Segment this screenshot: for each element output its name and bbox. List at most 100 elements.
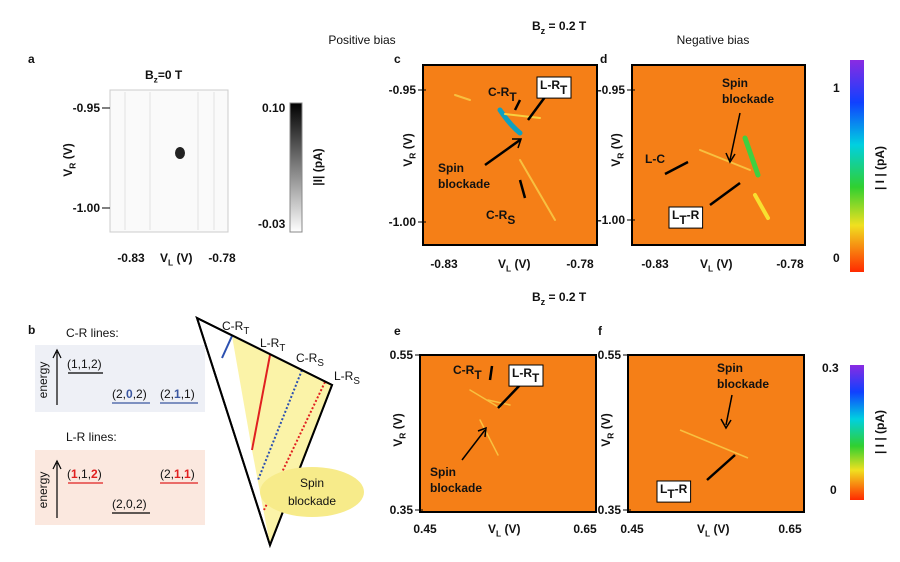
text-part: C-R xyxy=(222,319,244,333)
text-part: 1 xyxy=(71,467,78,481)
line-label: L-RT xyxy=(260,336,285,354)
text-part: R xyxy=(398,433,408,439)
text-part: z xyxy=(541,297,546,307)
annotation: C-RT xyxy=(453,363,482,382)
state-label: (2,0,2) xyxy=(112,497,147,511)
box-title: L-R lines: xyxy=(66,430,117,444)
triangle-lines xyxy=(221,335,326,511)
y-axis-label: VR (V) xyxy=(391,413,408,446)
text-part: T xyxy=(667,487,675,501)
colorbar-d xyxy=(850,60,864,272)
text-part: V xyxy=(498,257,506,271)
map-c-features xyxy=(454,94,556,221)
colorbar-a xyxy=(289,102,303,233)
colorbar-title: |I| (pA) xyxy=(311,148,325,185)
map-a xyxy=(109,89,229,233)
text-part: L-R xyxy=(260,336,280,350)
panel-label: c xyxy=(394,52,401,66)
annotation: blockade xyxy=(430,481,482,495)
label-box xyxy=(668,206,704,229)
text-part: 2 xyxy=(91,467,98,481)
text-part: ,2) xyxy=(133,387,147,401)
text-part: z xyxy=(541,26,546,36)
text-part: , xyxy=(181,467,184,481)
x-axis-label: VL (V) xyxy=(160,251,192,268)
y-tick-label: 0.35 xyxy=(598,503,622,517)
map-spot xyxy=(175,147,185,159)
text-part: V xyxy=(599,439,613,447)
energy-arrows xyxy=(52,348,62,518)
label-box xyxy=(536,76,572,99)
annotation: Spin xyxy=(430,465,456,479)
text-part: V xyxy=(609,159,623,167)
bubble-text: blockade xyxy=(288,494,336,508)
x-tick-label: -0.83 xyxy=(430,257,458,271)
y-axis-label: VR (V) xyxy=(599,413,616,446)
y-tick-label: 0.35 xyxy=(390,503,414,517)
y-tick-label: -0.95 xyxy=(389,83,417,97)
annotation: Spin xyxy=(717,361,743,375)
text-part: T xyxy=(679,213,687,227)
text-part: (V) xyxy=(391,413,405,432)
colorbar-label: 0 xyxy=(830,483,837,497)
text-part: L xyxy=(660,482,667,496)
annotation: L-RT xyxy=(540,78,568,97)
text-part: V xyxy=(697,522,705,536)
text-part: (V) xyxy=(173,251,192,265)
annotation: C-RS xyxy=(486,208,515,227)
text-part: B xyxy=(532,290,541,304)
y-tick-label: -1.00 xyxy=(598,213,626,227)
text-part: ,1) xyxy=(181,387,195,401)
text-part: C-R xyxy=(488,85,510,99)
y-tick-label: 0.55 xyxy=(598,348,622,362)
text-part: V xyxy=(160,251,168,265)
map-noise xyxy=(124,92,215,230)
text-part: R xyxy=(408,153,418,159)
text-part: S xyxy=(507,213,515,227)
text-part: -R xyxy=(687,208,700,222)
state-label: (2,1,1) xyxy=(160,387,195,401)
text-part: (V) xyxy=(401,133,415,152)
line-label: L-RS xyxy=(334,369,360,387)
text-part: 1 xyxy=(174,387,181,401)
text-part: L-R xyxy=(512,366,532,380)
text-part: ) xyxy=(98,467,102,481)
y-tick-label: -1.00 xyxy=(73,201,101,215)
text-part: 1 xyxy=(184,467,191,481)
map-d xyxy=(631,64,806,246)
text-part: T xyxy=(243,326,249,337)
text-part: (V) xyxy=(501,522,520,536)
state-label: (1,1,2) xyxy=(67,357,102,371)
y-tick-label: -1.00 xyxy=(389,215,417,229)
map-d-features xyxy=(699,135,770,220)
x-axis-label: VL (V) xyxy=(700,257,732,274)
text-part: (V) xyxy=(511,257,530,271)
axis-label: energy xyxy=(36,362,50,399)
y-tick-label: -0.95 xyxy=(598,83,626,97)
annotation: blockade xyxy=(717,377,769,391)
text-part: -R xyxy=(675,482,688,496)
text-part: (2, xyxy=(112,387,126,401)
x-tick-label: 0.65 xyxy=(573,522,597,536)
text-part: C-R xyxy=(486,208,508,222)
colorbar-label: 0.3 xyxy=(822,361,839,375)
x-tick-label: -0.78 xyxy=(208,251,236,265)
text-part: L xyxy=(705,529,710,539)
field-label: Bz = 0.2 T xyxy=(532,290,587,307)
lr-box xyxy=(35,450,205,525)
text-part: T xyxy=(509,90,517,104)
x-tick-label: 0.45 xyxy=(620,522,644,536)
text-part: L xyxy=(168,258,173,268)
text-part: R xyxy=(606,433,616,439)
text-part: L-R xyxy=(540,78,560,92)
text-part: T xyxy=(474,368,482,382)
label-box xyxy=(656,480,692,503)
panel-label: d xyxy=(600,52,607,66)
text-part: T xyxy=(532,371,540,385)
text-part: R xyxy=(68,163,78,169)
text-part: S xyxy=(353,376,360,387)
x-tick-label: -0.83 xyxy=(641,257,669,271)
text-part: z xyxy=(154,75,158,85)
x-axis-label: VL (V) xyxy=(488,522,520,539)
text-part: (V) xyxy=(61,143,75,162)
